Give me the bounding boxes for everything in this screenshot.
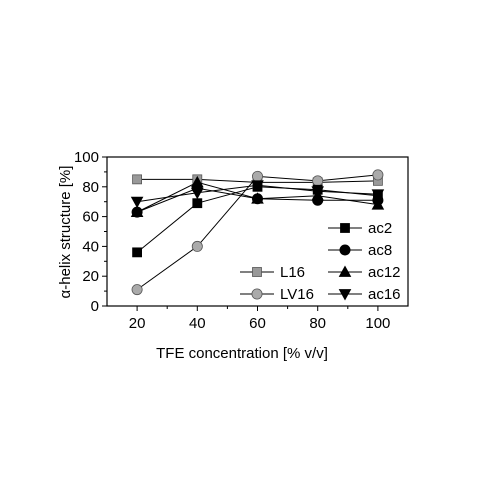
series-ac16: [130, 180, 385, 209]
legend-marker-ac16: [338, 289, 352, 301]
legend-marker-ac2: [340, 223, 350, 233]
legend-entry-l16: L16: [240, 264, 305, 281]
data-point-lv16: [312, 175, 324, 187]
legend-entry-ac2: ac2: [328, 220, 392, 237]
y-axis: 0 20 40 60 80 100: [74, 149, 107, 315]
legend: L16 LV16 ac2 ac8 ac12 ac16: [240, 220, 401, 303]
legend-label: ac8: [368, 242, 392, 259]
y-axis-label: α-helix structure [%]: [57, 166, 74, 299]
y-tick-label: 80: [82, 179, 99, 196]
data-point-lv16: [372, 169, 384, 181]
y-tick-label: 100: [74, 149, 99, 166]
x-axis: 20 40 60 80 100: [129, 306, 390, 332]
series-lv16: [131, 169, 384, 296]
y-tick-label: 0: [91, 298, 99, 315]
data-point-ac12: [251, 192, 264, 204]
x-tick-label: 80: [309, 315, 326, 332]
y-tick-label: 60: [82, 209, 99, 226]
legend-label: ac16: [368, 286, 401, 303]
y-tick-label: 20: [82, 268, 99, 285]
legend-entry-ac8: ac8: [328, 242, 392, 259]
data-point-l16: [132, 174, 143, 185]
legend-marker-lv16: [251, 288, 263, 300]
series-group: [130, 169, 385, 296]
legend-label: LV16: [280, 286, 314, 303]
legend-entry-ac12: ac12: [328, 264, 401, 281]
data-point-lv16: [131, 284, 143, 296]
x-tick-label: 100: [365, 315, 390, 332]
data-point-ac2: [132, 247, 143, 258]
data-point-ac12: [371, 198, 385, 210]
x-tick-label: 60: [249, 315, 266, 332]
legend-marker-ac8: [339, 244, 351, 256]
data-point-ac16: [130, 196, 144, 209]
legend-label: ac12: [368, 264, 401, 281]
data-point-ac12: [130, 205, 144, 218]
x-axis-label: TFE concentration [% v/v]: [156, 345, 328, 362]
data-point-ac12: [190, 175, 204, 188]
x-tick-label: 40: [189, 315, 206, 332]
legend-entry-ac16: ac16: [328, 286, 401, 303]
legend-entry-lv16: LV16: [240, 286, 314, 303]
legend-label: L16: [280, 264, 305, 281]
data-point-ac16: [311, 186, 325, 198]
data-point-ac16: [190, 187, 204, 200]
legend-marker-l16: [252, 267, 262, 277]
y-tick-label: 40: [82, 238, 99, 255]
data-point-lv16: [191, 240, 203, 252]
data-point-ac2: [192, 198, 203, 209]
data-point-ac16: [371, 189, 385, 201]
x-tick-label: 20: [129, 315, 146, 332]
legend-marker-ac12: [338, 265, 352, 277]
data-point-lv16: [251, 170, 263, 182]
legend-label: ac2: [368, 220, 392, 237]
data-point-ac16: [251, 180, 264, 192]
